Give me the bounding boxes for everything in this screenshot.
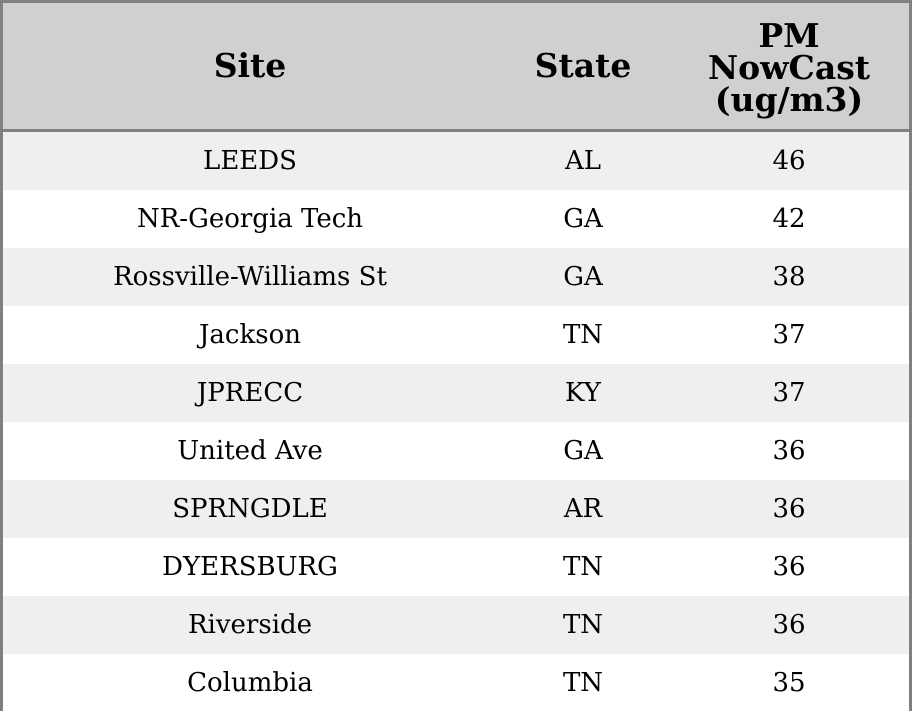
state-cell: GA — [563, 262, 603, 292]
table-body: LEEDS AL 46 NR-Georgia Tech GA 42 Rossville-Wi… — [3, 132, 909, 712]
table-row: DYERSBURG TN 36 — [3, 538, 909, 596]
site-cell: Columbia — [187, 668, 313, 698]
table-row: United Ave GA 36 — [3, 422, 909, 480]
pm-value-cell: 37 — [772, 320, 806, 350]
state-cell: TN — [562, 668, 604, 698]
site-cell: DYERSBURG — [162, 552, 338, 582]
state-cell: KY — [565, 378, 601, 408]
state-cell: TN — [562, 610, 604, 640]
pm-value-cell: 46 — [772, 146, 806, 176]
header-pm-nowcast-label: PM NowCast (ug/m3) — [707, 16, 871, 119]
state-cell: TN — [562, 320, 604, 350]
pm-value-cell: 36 — [772, 610, 806, 640]
state-cell: TN — [562, 552, 604, 582]
header-state: State — [534, 46, 632, 85]
state-cell: AR — [563, 494, 603, 524]
site-cell: JPRECC — [196, 378, 304, 408]
table-row: Columbia TN 35 — [3, 654, 909, 712]
site-cell: LEEDS — [203, 146, 297, 176]
pm-value-cell: 38 — [772, 262, 806, 292]
header-pm-nowcast: PM NowCast (ug/m3) — [669, 3, 909, 131]
pm-value-cell: 36 — [772, 436, 806, 466]
pm-value-cell: 42 — [772, 204, 806, 234]
table-row: Riverside TN 36 — [3, 596, 909, 654]
table-row: NR-Georgia Tech GA 42 — [3, 190, 909, 248]
pm-value-cell: 37 — [772, 378, 806, 408]
table-row: SPRNGDLE AR 36 — [3, 480, 909, 538]
header-site: Site — [213, 46, 287, 85]
pm-value-cell: 36 — [772, 494, 806, 524]
site-cell: Riverside — [187, 610, 313, 640]
table-row: LEEDS AL 46 — [3, 132, 909, 190]
table-row: Rossville-Williams St GA 38 — [3, 248, 909, 306]
pm-value-cell: 36 — [772, 552, 806, 582]
state-cell: GA — [563, 436, 603, 466]
table-row: JPRECC KY 37 — [3, 364, 909, 422]
table-row: Jackson TN 37 — [3, 306, 909, 364]
table-header: Site State PM NowCast (ug/m3) — [3, 3, 909, 132]
state-cell: AL — [564, 146, 602, 176]
site-cell: NR-Georgia Tech — [136, 204, 364, 234]
site-cell: SPRNGDLE — [172, 494, 328, 524]
site-cell: Rossville-Williams St — [113, 262, 387, 292]
pm-value-cell: 35 — [772, 668, 806, 698]
site-cell: Jackson — [199, 320, 301, 350]
state-cell: GA — [563, 204, 603, 234]
site-cell: United Ave — [177, 436, 323, 466]
